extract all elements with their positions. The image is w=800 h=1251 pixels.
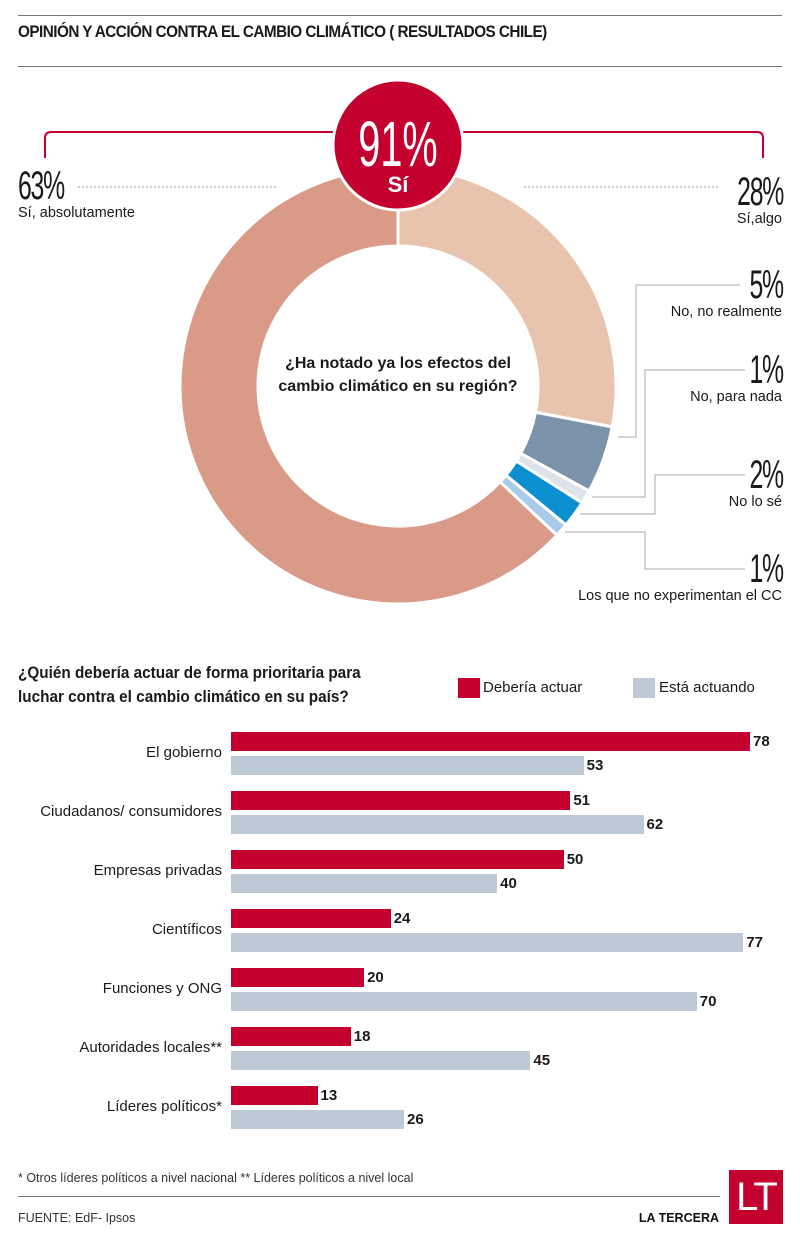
label-no-experimentan: Los que no experimentan el CC <box>578 588 782 604</box>
bar-value-deberia: 20 <box>367 969 384 986</box>
bar-deberia <box>231 1086 318 1105</box>
pct-no-para-nada: 1% <box>749 348 785 392</box>
bar-question: ¿Quién debería actuar de forma prioritar… <box>18 661 361 709</box>
bar-esta <box>231 992 697 1011</box>
label-no-para-nada: No, para nada <box>690 389 782 405</box>
bar-value-deberia: 18 <box>353 1028 371 1045</box>
bar-deberia <box>231 850 564 869</box>
category-label: El gobierno <box>146 744 222 761</box>
bar-esta <box>231 1110 404 1129</box>
bar-esta <box>231 815 644 834</box>
bar-esta <box>231 933 744 952</box>
leader-no-nada <box>592 369 745 498</box>
brand-logo: LT <box>729 1170 783 1224</box>
pct-no-lo-se: 2% <box>749 453 785 497</box>
pct-no-experimentan: 1% <box>749 547 785 591</box>
label-si-absolutamente: Sí, absolutamente <box>18 205 135 221</box>
legend-label-esta: Está actuando <box>659 679 755 696</box>
category-label: Empresas privadas <box>93 862 222 879</box>
title-rule <box>18 66 782 67</box>
slice-si-algo <box>396 166 618 429</box>
page-title: OPINIÓN Y ACCIÓN CONTRA EL CAMBIO CLIMÁT… <box>18 22 547 41</box>
bar-esta <box>231 1051 531 1070</box>
bar-esta <box>231 756 584 775</box>
pct-si-absolutamente: 63% <box>18 164 65 208</box>
bar-deberia <box>231 968 365 987</box>
yes-badge <box>331 78 465 212</box>
pct-no-realmente: 5% <box>749 263 785 307</box>
category-label: Autoridades locales** <box>79 1039 222 1056</box>
category-label: Funciones y ONG <box>102 980 222 997</box>
bar-value-esta: 62 <box>646 816 664 833</box>
badge-percent: 91% <box>358 110 437 181</box>
label-no-realmente: No, no realmente <box>670 304 782 320</box>
bar-deberia <box>231 732 750 751</box>
bar-value-deberia: 50 <box>566 851 584 868</box>
footer-rule <box>18 1196 720 1197</box>
footnote: * Otros líderes políticos a nivel nacion… <box>18 1171 414 1185</box>
legend-swatch-deberia <box>458 678 480 698</box>
pct-si-algo: 28% <box>737 170 784 214</box>
bar-question-line1: ¿Quién debería actuar de forma prioritar… <box>18 663 361 682</box>
bar-deberia <box>231 909 391 928</box>
category-label: Líderes políticos* <box>106 1098 222 1115</box>
slice-si-absolutamente <box>178 166 560 606</box>
bar-value-esta: 45 <box>533 1052 551 1069</box>
category-label: Científicos <box>151 921 222 938</box>
bar-esta <box>231 874 498 893</box>
legend-swatch-esta <box>633 678 655 698</box>
donut-chart: 91% Sí <box>44 78 764 606</box>
top-rule <box>18 15 782 16</box>
legend-label-deberia: Debería actuar <box>483 679 583 696</box>
bar-deberia <box>231 1027 351 1046</box>
label-si-algo: Sí,algo <box>736 211 782 227</box>
leader-no-exp <box>565 531 745 570</box>
bar-value-deberia: 13 <box>320 1087 338 1104</box>
badge-label: Sí <box>388 172 410 197</box>
label-no-lo-se: No lo sé <box>728 494 782 510</box>
source: FUENTE: EdF- Ipsos <box>18 1211 136 1225</box>
donut-question: ¿Ha notado ya los efectos del cambio cli… <box>278 355 518 395</box>
bar-value-deberia: 51 <box>573 792 591 809</box>
bar-value-esta: 70 <box>699 993 717 1010</box>
bar-question-line2: luchar contra el cambio climático en su … <box>18 687 349 706</box>
leader-no-se <box>580 474 745 515</box>
bar-value-esta: 26 <box>407 1111 424 1128</box>
category-label: Ciudadanos/ consumidores <box>40 803 222 820</box>
bar-value-deberia: 78 <box>753 733 770 750</box>
bar-value-esta: 40 <box>500 875 517 892</box>
bar-deberia <box>231 791 571 810</box>
bar-value-esta: 53 <box>586 757 604 774</box>
bar-value-esta: 77 <box>746 934 764 951</box>
leader-no-real <box>618 284 740 438</box>
bar-value-deberia: 24 <box>393 910 411 927</box>
brand-name: LA TERCERA <box>638 1211 719 1225</box>
